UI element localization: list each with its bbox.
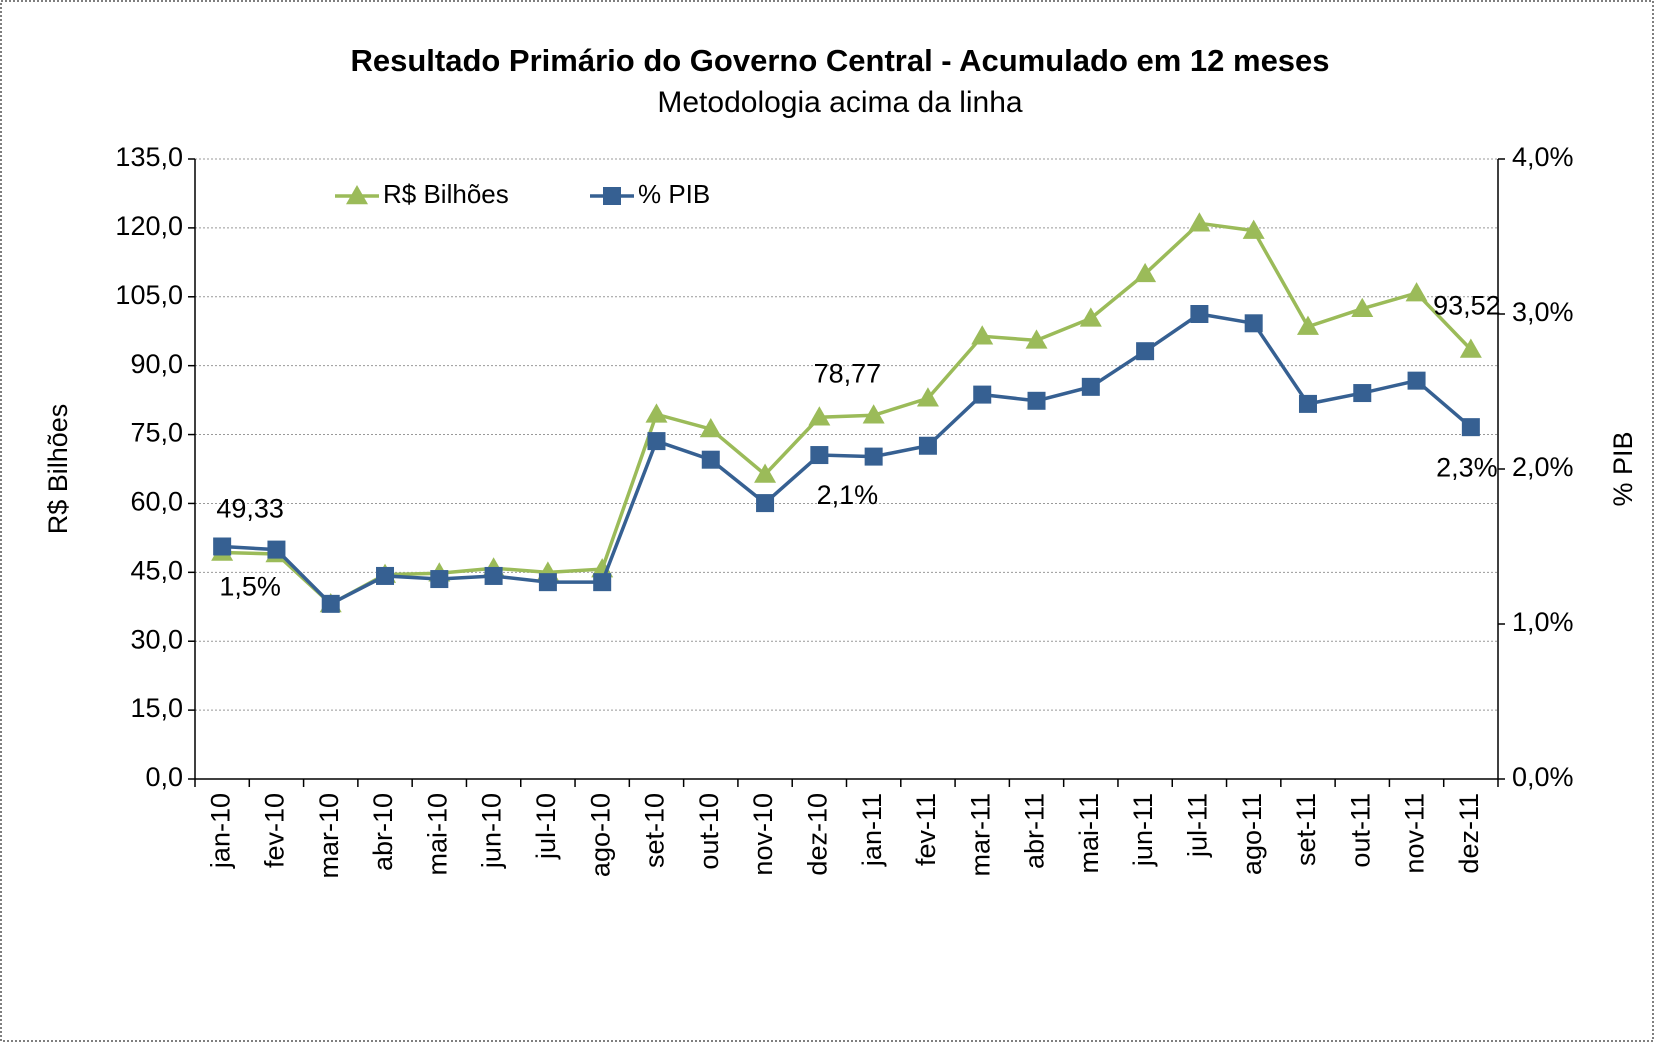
- point: [754, 463, 777, 483]
- point: [916, 387, 939, 407]
- y-tick-label: 15,0: [130, 693, 183, 723]
- point: [918, 436, 937, 455]
- point: [1190, 305, 1209, 323]
- legend-label: % PIB: [638, 179, 710, 209]
- point: [756, 494, 775, 513]
- y2-tick-label: 1,0%: [1512, 607, 1574, 637]
- point: [430, 570, 449, 589]
- point: [645, 403, 668, 423]
- y-tick-label: 90,0: [130, 349, 183, 379]
- point: [808, 406, 831, 426]
- y-axis-label: R$ Bilhões: [43, 404, 73, 535]
- x-tick-label: set-10: [640, 793, 670, 868]
- point: [971, 325, 994, 345]
- point: [1136, 342, 1155, 361]
- y2-tick-label: 2,0%: [1512, 452, 1574, 482]
- x-tick-label: dez-11: [1454, 793, 1484, 874]
- series-line: [222, 221, 1473, 607]
- x-tick-label: jan-10: [205, 793, 235, 869]
- y-tick-label: 135,0: [115, 142, 183, 172]
- point: [699, 418, 722, 438]
- point: [538, 573, 557, 592]
- data-label: 49,33: [216, 494, 284, 524]
- x-tick-label: ago-10: [585, 793, 615, 877]
- point: [1298, 394, 1317, 413]
- y-tick-label: 30,0: [130, 624, 183, 654]
- y2-tick-label: 4,0%: [1512, 142, 1574, 172]
- x-tick-label: set-11: [1291, 793, 1321, 866]
- point: [973, 385, 992, 404]
- point: [376, 566, 395, 585]
- point: [701, 450, 720, 469]
- x-tick-label: abr-11: [1020, 793, 1050, 869]
- chart-subtitle: Metodologia acima da linha: [657, 86, 1023, 119]
- point: [647, 432, 666, 451]
- legend-label: R$ Bilhões: [383, 179, 509, 209]
- x-tick-label: jul-11: [1183, 793, 1213, 858]
- point: [1407, 371, 1426, 390]
- y-tick-label: 60,0: [130, 487, 183, 517]
- x-tick-label: fev-10: [260, 793, 290, 868]
- point: [321, 594, 340, 613]
- data-label: 78,77: [814, 358, 882, 388]
- x-tick-label: abr-10: [368, 793, 398, 871]
- point: [1296, 315, 1319, 335]
- y-tick-label: 120,0: [115, 211, 183, 241]
- point: [267, 540, 286, 559]
- x-tick-label: jun-11: [1128, 793, 1158, 867]
- point: [1079, 307, 1102, 327]
- point: [1134, 262, 1157, 283]
- point: [1242, 219, 1265, 239]
- x-tick-label: nov-10: [748, 793, 778, 876]
- y2-tick-label: 0,0%: [1512, 762, 1574, 792]
- point: [810, 446, 829, 465]
- x-tick-label: out-11: [1345, 793, 1375, 868]
- data-label: 1,5%: [219, 572, 281, 602]
- x-tick-label: ago-11: [1237, 793, 1267, 875]
- point: [484, 566, 503, 585]
- x-tick-label: mai-10: [422, 793, 452, 876]
- x-tick-label: dez-10: [802, 793, 832, 876]
- x-tick-label: mai-11: [1074, 793, 1104, 874]
- point: [862, 404, 885, 424]
- y2-axis-label: % PIB: [1608, 431, 1638, 506]
- point: [213, 537, 232, 556]
- x-tick-label: jun-10: [477, 793, 507, 869]
- x-tick-label: jan-11: [857, 793, 887, 867]
- point: [864, 447, 883, 466]
- x-tick-label: out-10: [694, 793, 724, 870]
- point: [593, 573, 612, 592]
- data-label: 2,1%: [817, 480, 879, 510]
- data-label: 93,52: [1433, 291, 1501, 321]
- y-tick-label: 0,0: [145, 762, 183, 792]
- point: [1188, 212, 1211, 232]
- legend-marker: [346, 185, 368, 205]
- series-line: [222, 312, 1472, 606]
- point: [1351, 297, 1374, 317]
- x-tick-label: jul-10: [531, 793, 561, 860]
- legend-marker: [603, 187, 621, 205]
- point: [1461, 418, 1480, 437]
- point: [1027, 391, 1046, 410]
- point: [1081, 377, 1100, 396]
- y-tick-label: 75,0: [130, 418, 183, 448]
- point: [1459, 338, 1482, 358]
- x-tick-label: mar-10: [314, 793, 344, 879]
- y-tick-label: 45,0: [130, 555, 183, 585]
- point: [1353, 384, 1372, 403]
- data-label: 2,3%: [1436, 452, 1498, 482]
- y-tick-label: 105,0: [115, 280, 183, 310]
- y2-tick-label: 3,0%: [1512, 297, 1574, 327]
- x-tick-label: mar-11: [965, 793, 995, 877]
- x-tick-label: nov-11: [1400, 793, 1430, 874]
- point: [1244, 314, 1263, 333]
- point: [1025, 329, 1048, 349]
- chart-title: Resultado Primário do Governo Central - …: [350, 43, 1329, 78]
- point: [1405, 282, 1428, 302]
- x-tick-label: fev-11: [911, 793, 941, 866]
